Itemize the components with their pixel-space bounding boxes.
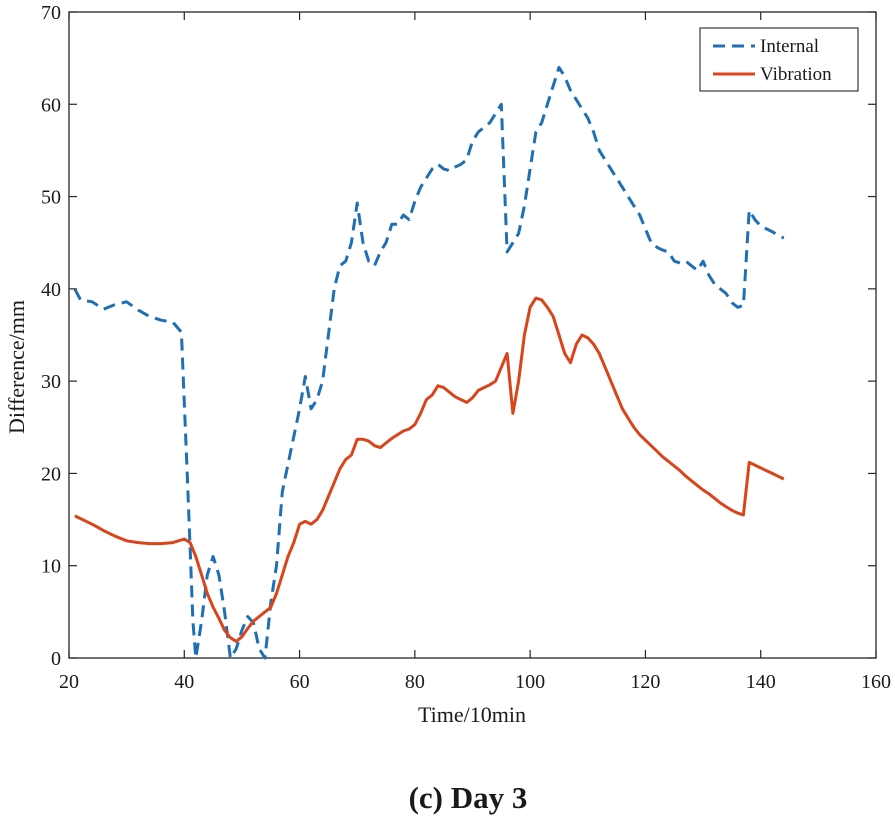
y-tick-label: 0 [51, 648, 61, 670]
plot-area: 20 40 60 80 100 120 140 160 0 10 20 30 40 50 60 70 [41, 2, 891, 693]
y-tick-label: 60 [41, 94, 61, 116]
y-tick-label: 50 [41, 187, 61, 209]
x-tick-label: 80 [405, 671, 425, 693]
x-axis-label: Time/10min [418, 702, 526, 727]
y-tick-label: 20 [41, 463, 61, 485]
x-tick-label: 60 [290, 671, 310, 693]
x-tick-label: 120 [630, 671, 660, 693]
plot-frame [68, 11, 877, 659]
series-layer [73, 65, 785, 660]
y-axis-label: Difference/mm [4, 300, 29, 434]
x-tick-label: 140 [746, 671, 776, 693]
y-tick-label: 70 [41, 2, 61, 24]
y-tick-label: 30 [41, 371, 61, 393]
y-tick-label: 10 [41, 556, 61, 578]
axis-ticks [68, 11, 877, 659]
legend: Internal Vibration [699, 27, 859, 92]
x-tick-label: 20 [59, 671, 79, 693]
legend-label-vibration: Vibration [760, 64, 832, 85]
x-tick-label: 100 [515, 671, 545, 693]
x-tick-label: 40 [174, 671, 194, 693]
series-line-internal [73, 65, 785, 660]
legend-box [699, 27, 859, 92]
tick-labels: 20 40 60 80 100 120 140 160 0 10 20 30 40 50 60 70 [41, 2, 891, 693]
series-line-vibration [74, 296, 785, 643]
x-tick-label: 160 [861, 671, 891, 693]
y-tick-label: 40 [41, 279, 61, 301]
legend-label-internal: Internal [760, 36, 819, 57]
figure-caption: (c) Day 3 [409, 780, 528, 815]
